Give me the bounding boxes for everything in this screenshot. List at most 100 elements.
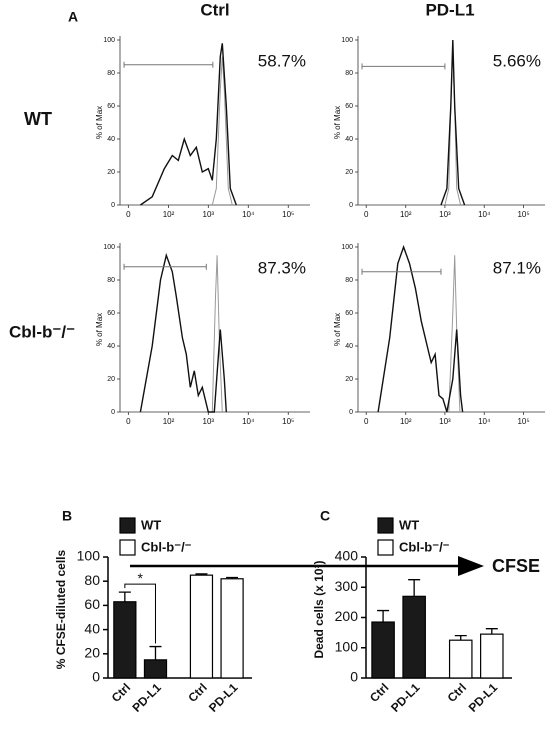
y-axis-label: Dead cells (x 10³) xyxy=(312,560,326,658)
significance-bracket xyxy=(124,583,156,644)
x-tick-label: Ctrl xyxy=(185,680,210,705)
histogram-line xyxy=(211,255,223,413)
x-tick-label: 10⁵ xyxy=(282,210,294,219)
x-tick-label: 0 xyxy=(126,417,131,426)
histogram-line xyxy=(139,252,227,413)
bar xyxy=(220,578,244,679)
y-tick-label: 100 xyxy=(77,548,101,564)
y-tick-label: 100 xyxy=(341,37,353,44)
x-tick-label: Ctrl xyxy=(367,680,392,705)
y-tick-label: 80 xyxy=(345,277,353,284)
x-tick-label: 10² xyxy=(400,210,412,219)
row-label: WT xyxy=(24,109,52,129)
x-tick-label: 10² xyxy=(400,417,412,426)
error-bar xyxy=(226,576,239,579)
y-axis-label: % of Max xyxy=(333,313,342,346)
panel-label: C xyxy=(320,508,330,524)
y-tick-label: 100 xyxy=(103,244,115,251)
histogram-line xyxy=(140,43,237,206)
y-tick-label: 60 xyxy=(107,310,115,317)
y-tick-label: 100 xyxy=(103,37,115,44)
error-bar xyxy=(485,628,498,635)
y-axis-label: % of Max xyxy=(95,313,104,346)
arrow-head xyxy=(458,556,484,576)
y-tick-label: 40 xyxy=(107,136,115,143)
y-tick-label: 80 xyxy=(84,572,100,588)
x-tick-label: 10⁵ xyxy=(517,417,529,426)
x-tick-label: PD-L1 xyxy=(388,680,423,715)
x-tick-label: 10² xyxy=(163,417,175,426)
x-tick-label: 0 xyxy=(364,210,369,219)
y-tick-label: 40 xyxy=(345,136,353,143)
x-tick-label: 10³ xyxy=(439,210,451,219)
histogram-line xyxy=(211,56,233,206)
histogram-line xyxy=(377,244,464,413)
y-tick-label: 0 xyxy=(111,409,115,416)
y-tick-label: 60 xyxy=(345,310,353,317)
x-tick-label: Ctrl xyxy=(109,680,134,705)
y-tick-label: 0 xyxy=(349,202,353,209)
x-tick-label: Ctrl xyxy=(445,680,470,705)
legend-swatch xyxy=(377,539,394,556)
bar xyxy=(113,601,137,679)
y-tick-label: 20 xyxy=(107,169,115,176)
bar xyxy=(480,633,504,679)
y-tick-label: 80 xyxy=(107,277,115,284)
row-label: Cbl-b⁻/⁻ xyxy=(9,322,75,341)
panel-label: B xyxy=(62,508,72,524)
y-axis-label: % of Max xyxy=(333,106,342,139)
gate-label: 5.66% xyxy=(493,51,541,70)
x-tick-label: 10³ xyxy=(203,417,215,426)
significance-label: * xyxy=(137,570,143,586)
error-bar xyxy=(195,573,208,576)
y-tick-label: 100 xyxy=(341,244,353,251)
legend-swatch xyxy=(119,539,136,556)
y-tick-label: 20 xyxy=(84,645,100,661)
y-tick-label: 60 xyxy=(345,103,353,110)
legend-label: WT xyxy=(141,517,161,532)
y-tick-label: 60 xyxy=(84,596,100,612)
y-tick-label: 200 xyxy=(335,608,359,624)
x-tick-label: 10⁵ xyxy=(517,210,529,219)
x-tick-label: 0 xyxy=(364,417,369,426)
y-tick-label: 0 xyxy=(111,202,115,209)
bar xyxy=(189,574,214,679)
gate-label: 87.1% xyxy=(493,258,541,277)
axis-label: CFSE xyxy=(492,556,540,576)
y-tick-label: 300 xyxy=(335,578,359,594)
y-tick-label: 80 xyxy=(107,70,115,77)
legend-label: Cbl-b⁻/⁻ xyxy=(399,539,450,554)
y-tick-label: 400 xyxy=(335,548,359,564)
x-tick-label: 10⁵ xyxy=(282,417,294,426)
y-tick-label: 40 xyxy=(345,343,353,350)
y-tick-label: 0 xyxy=(349,409,353,416)
gate-label: 87.3% xyxy=(258,258,306,277)
gate-label: 58.7% xyxy=(258,51,306,70)
y-tick-label: 40 xyxy=(107,343,115,350)
x-tick-label: PD-L1 xyxy=(129,680,164,715)
x-tick-label: 10³ xyxy=(203,210,215,219)
error-bar xyxy=(454,635,467,641)
panel-label: A xyxy=(68,9,78,25)
y-tick-label: 0 xyxy=(92,669,100,685)
y-tick-label: 0 xyxy=(350,669,358,685)
column-title: Ctrl xyxy=(200,0,229,19)
histogram-line xyxy=(440,39,466,206)
legend-label: WT xyxy=(399,517,419,532)
bar xyxy=(143,659,168,679)
bar xyxy=(448,639,473,679)
y-tick-label: 20 xyxy=(345,169,353,176)
y-axis-label: % CFSE-diluted cells xyxy=(54,549,68,669)
error-bar xyxy=(408,579,421,597)
x-tick-label: 10³ xyxy=(439,417,451,426)
y-tick-label: 40 xyxy=(84,620,100,636)
x-tick-label: PD-L1 xyxy=(206,680,241,715)
legend-swatch xyxy=(119,517,136,534)
y-tick-label: 100 xyxy=(335,638,359,654)
x-tick-label: 10⁴ xyxy=(242,417,255,426)
error-bar xyxy=(118,591,131,602)
legend-label: Cbl-b⁻/⁻ xyxy=(141,539,192,554)
y-tick-label: 20 xyxy=(107,376,115,383)
y-tick-label: 20 xyxy=(345,376,353,383)
